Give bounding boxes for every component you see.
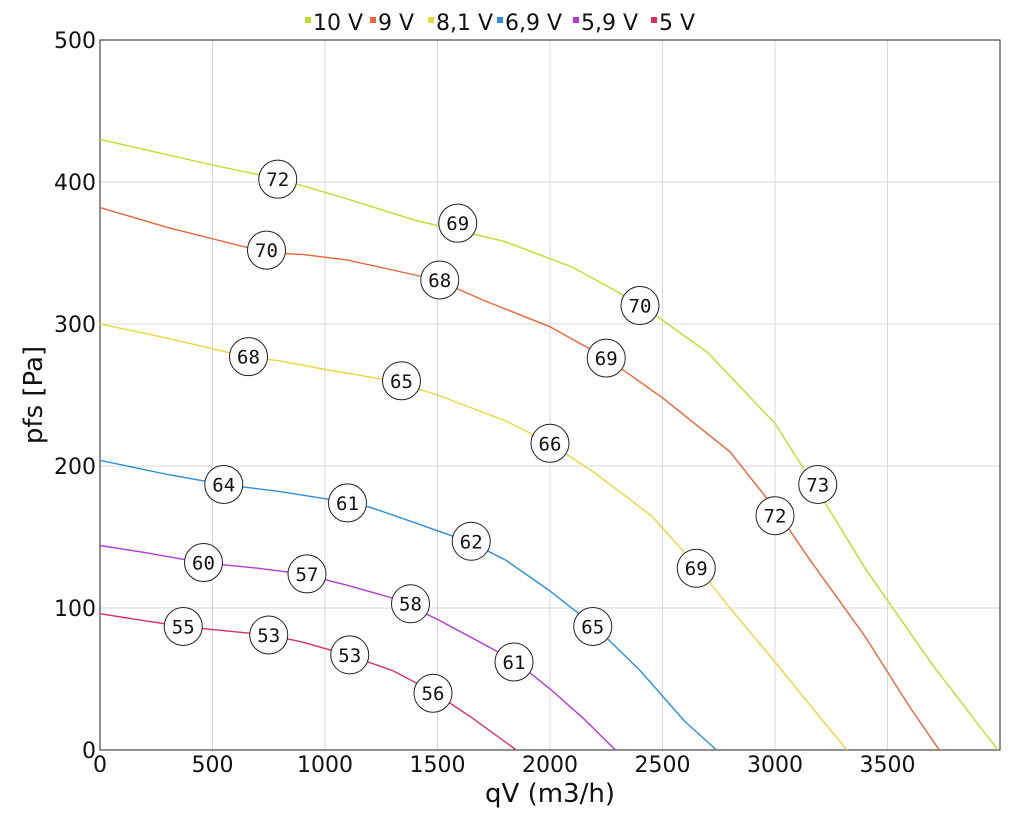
y-tick-label: 400 (54, 171, 96, 196)
value-marker-label: 53 (257, 625, 280, 647)
value-marker-circle (382, 361, 421, 401)
legend-swatch (651, 17, 657, 23)
legend-label: 5 V (659, 11, 695, 36)
value-marker-label: 72 (266, 169, 289, 191)
value-marker-circle (620, 286, 660, 326)
value-marker-circle (586, 338, 626, 378)
y-tick-label: 100 (54, 597, 96, 622)
value-marker-circle (573, 606, 613, 646)
value-marker-label: 64 (212, 474, 235, 496)
value-marker-label: 57 (296, 564, 319, 586)
value-marker-circle (530, 423, 570, 463)
value-marker-label: 68 (237, 347, 260, 369)
value-marker-circle (438, 203, 478, 243)
x-tick-label: 2500 (635, 753, 691, 778)
value-marker-label: 73 (806, 474, 829, 496)
y-tick-label: 300 (54, 313, 96, 338)
legend-label: 5,9 V (581, 11, 638, 36)
legend-swatch (305, 17, 311, 23)
value-marker-label: 65 (390, 371, 413, 393)
value-marker-circle (247, 230, 286, 270)
value-markers: 72 69 70 73 70 68 69 72 68 65 66 69 64 61 62 65 60 57 58 61… (163, 159, 838, 713)
y-tick-label: 0 (82, 739, 96, 764)
y-axis-title: pfs [Pa] (19, 346, 49, 444)
x-tick-label: 1000 (297, 753, 353, 778)
value-marker-label: 68 (428, 270, 451, 292)
value-marker-circle (258, 159, 298, 199)
value-marker-circle (413, 673, 453, 713)
value-marker-circle (798, 464, 838, 504)
x-tick-label: 0 (93, 753, 107, 778)
value-marker-circle (420, 260, 460, 300)
x-tick-label: 3500 (860, 753, 916, 778)
x-axis-title: qV (m3/h) (485, 779, 615, 809)
x-tick-label: 1500 (410, 753, 466, 778)
value-marker-label: 70 (629, 296, 652, 318)
legend-swatch (573, 17, 579, 23)
value-marker-circle (229, 337, 268, 377)
value-marker-circle (328, 483, 367, 523)
value-marker-label: 69 (595, 348, 618, 370)
legend-label: 10 V (313, 11, 363, 36)
plot-area-border (99, 39, 1001, 751)
x-tick-label: 500 (192, 753, 234, 778)
legend-swatch (497, 17, 503, 23)
legend: 10 V 9 V 8,1 V 6,9 V 5,9 V 5 V (305, 11, 695, 36)
value-marker-label: 65 (581, 616, 604, 638)
axis-tick-labels: 0 500 1000 1500 2000 2500 3000 3500 0 100 200 300 40… (54, 29, 916, 778)
value-marker-label: 55 (172, 616, 195, 638)
value-marker-circle (494, 642, 534, 682)
value-marker-label: 66 (539, 433, 562, 455)
legend-label: 8,1 V (436, 11, 493, 36)
value-marker-label: 72 (764, 506, 787, 528)
value-marker-circle (163, 606, 203, 646)
value-marker-label: 70 (255, 240, 278, 262)
value-marker-circle (676, 548, 716, 588)
legend-swatch (428, 17, 434, 23)
legend-label: 9 V (378, 11, 414, 36)
value-marker-circle (755, 496, 795, 536)
legend-swatch (370, 17, 376, 23)
value-marker-circle (249, 615, 289, 655)
value-marker-circle (204, 464, 244, 504)
y-tick-label: 500 (54, 29, 96, 54)
value-marker-label: 56 (422, 683, 445, 705)
value-marker-label: 69 (685, 558, 708, 580)
y-tick-label: 200 (54, 455, 96, 480)
value-marker-label: 62 (460, 531, 483, 553)
value-marker-circle (330, 635, 370, 675)
value-marker-label: 69 (446, 213, 469, 235)
legend-label: 6,9 V (505, 11, 562, 36)
value-marker-label: 53 (338, 645, 361, 667)
x-tick-label: 3000 (747, 753, 803, 778)
value-marker-circle (391, 584, 430, 624)
value-marker-label: 61 (503, 652, 526, 674)
value-marker-label: 60 (192, 553, 215, 575)
value-marker-circle (184, 543, 223, 583)
value-marker-circle (451, 521, 491, 561)
value-marker-label: 61 (336, 493, 359, 515)
value-marker-circle (287, 554, 327, 594)
grid-lines (100, 40, 1000, 750)
x-tick-label: 2000 (522, 753, 578, 778)
value-marker-label: 58 (399, 594, 422, 616)
